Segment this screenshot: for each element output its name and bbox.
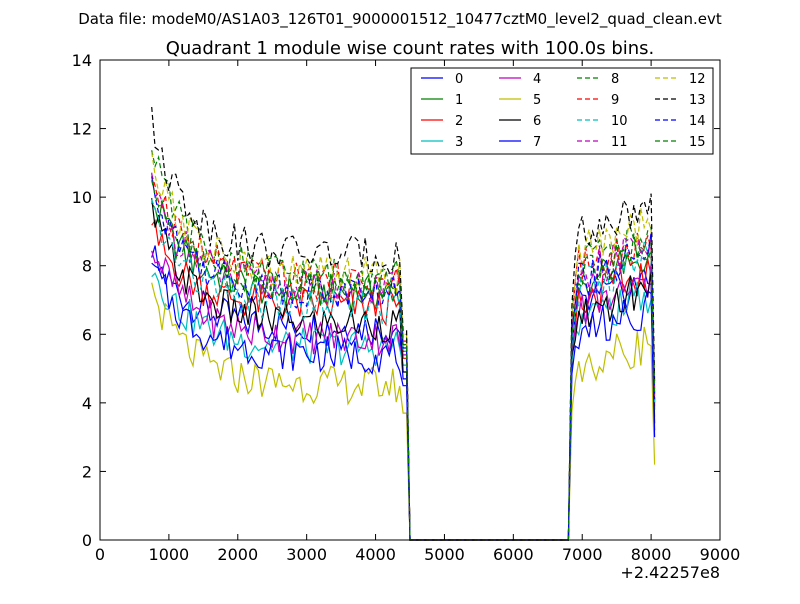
y-tick-label: 6: [82, 325, 92, 344]
series-line-3: [151, 272, 656, 541]
legend-label-10: 10: [611, 114, 628, 129]
series-line-6: [151, 198, 656, 541]
y-tick-label: 14: [72, 51, 92, 70]
x-tick-label: 3000: [286, 545, 327, 564]
plot-lines: [151, 106, 656, 541]
legend-label-6: 6: [533, 114, 541, 129]
y-tick-label: 10: [72, 188, 92, 207]
series-line-8: [151, 150, 656, 541]
legend-label-11: 11: [611, 135, 628, 150]
figure-suptitle: Data file: modeM0/AS1A03_126T01_90000015…: [78, 10, 722, 29]
legend-label-7: 7: [533, 135, 541, 150]
x-axis-offset-label: +2.42257e8: [620, 563, 720, 582]
y-tick-label: 4: [82, 394, 92, 413]
legend-label-5: 5: [533, 93, 541, 108]
x-tick-label: 9000: [700, 545, 741, 564]
x-tick-label: 1000: [149, 545, 190, 564]
series-line-14: [151, 176, 656, 541]
series-line-11: [151, 172, 656, 541]
series-line-15: [151, 180, 656, 541]
x-tick-label: 2000: [217, 545, 258, 564]
series-line-2: [151, 219, 656, 541]
y-tick-label: 2: [82, 462, 92, 481]
legend-label-13: 13: [689, 93, 706, 108]
legend-label-2: 2: [455, 114, 463, 129]
x-tick-label: 6000: [493, 545, 534, 564]
legend-box: [410, 67, 714, 155]
legend-label-3: 3: [455, 135, 463, 150]
legend-label-9: 9: [611, 93, 619, 108]
legend-label-1: 1: [455, 93, 463, 108]
plot-frame: [99, 59, 721, 541]
legend-label-0: 0: [455, 72, 463, 87]
axis-ticks: 0 1000 2000 3000 4000 5000 6000 7000 8000 9000 0 2 4…: [72, 51, 741, 564]
x-tick-label: 5000: [424, 545, 465, 564]
series-line-12: [151, 152, 656, 541]
series-line-13: [151, 106, 656, 541]
legend-label-14: 14: [689, 114, 706, 129]
y-tick-label: 0: [82, 531, 92, 550]
x-tick-label: 8000: [631, 545, 672, 564]
series-line-5: [151, 282, 656, 541]
y-tick-label: 12: [72, 120, 92, 139]
chart-title: Quadrant 1 module wise count rates with …: [166, 38, 655, 59]
x-tick-label: 7000: [562, 545, 603, 564]
series-line-9: [151, 174, 656, 541]
x-tick-label: 4000: [355, 545, 396, 564]
legend-label-12: 12: [689, 72, 706, 87]
y-tick-label: 8: [82, 257, 92, 276]
series-line-7: [151, 262, 656, 541]
legend-label-8: 8: [611, 72, 619, 87]
x-tick-label: 0: [95, 545, 105, 564]
legend-label-4: 4: [533, 72, 541, 87]
legend-label-15: 15: [689, 135, 706, 150]
